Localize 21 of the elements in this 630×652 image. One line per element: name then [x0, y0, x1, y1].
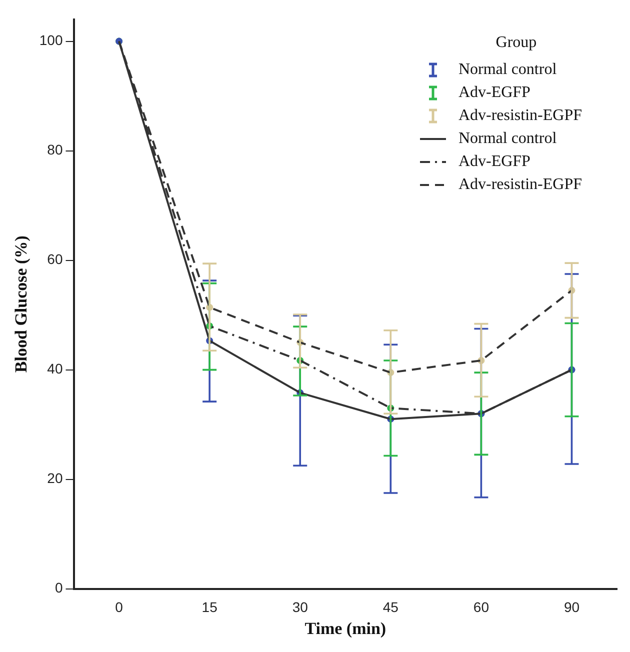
legend-label: Adv-resistin-EGPF: [458, 106, 582, 124]
legend-label: Adv-EGFP: [458, 152, 530, 170]
legend-label: Adv-resistin-EGPF: [458, 176, 582, 194]
x-tick-label: 45: [382, 599, 399, 616]
x-axis-title: Time (min): [304, 619, 386, 638]
y-axis-title: Blood Glucose (%): [12, 236, 31, 373]
legend-title: Group: [494, 34, 538, 52]
x-tick-label: 60: [473, 599, 490, 616]
legend-label: Normal control: [458, 130, 557, 148]
y-tick-label: 60: [47, 251, 63, 268]
y-tick-label: 20: [47, 470, 63, 486]
x-tick-label: 0: [115, 599, 124, 616]
legend-label: Normal control: [458, 60, 557, 78]
x-tick-label: 15: [202, 599, 218, 616]
x-tick-label: 90: [564, 599, 580, 616]
y-tick-label: 0: [54, 580, 63, 596]
legend-label: Adv-EGFP: [458, 84, 530, 102]
y-tick-label: 100: [39, 32, 63, 48]
y-tick-label: 80: [47, 142, 63, 158]
x-tick-label: 30: [292, 599, 308, 616]
y-tick-label: 40: [47, 360, 63, 377]
